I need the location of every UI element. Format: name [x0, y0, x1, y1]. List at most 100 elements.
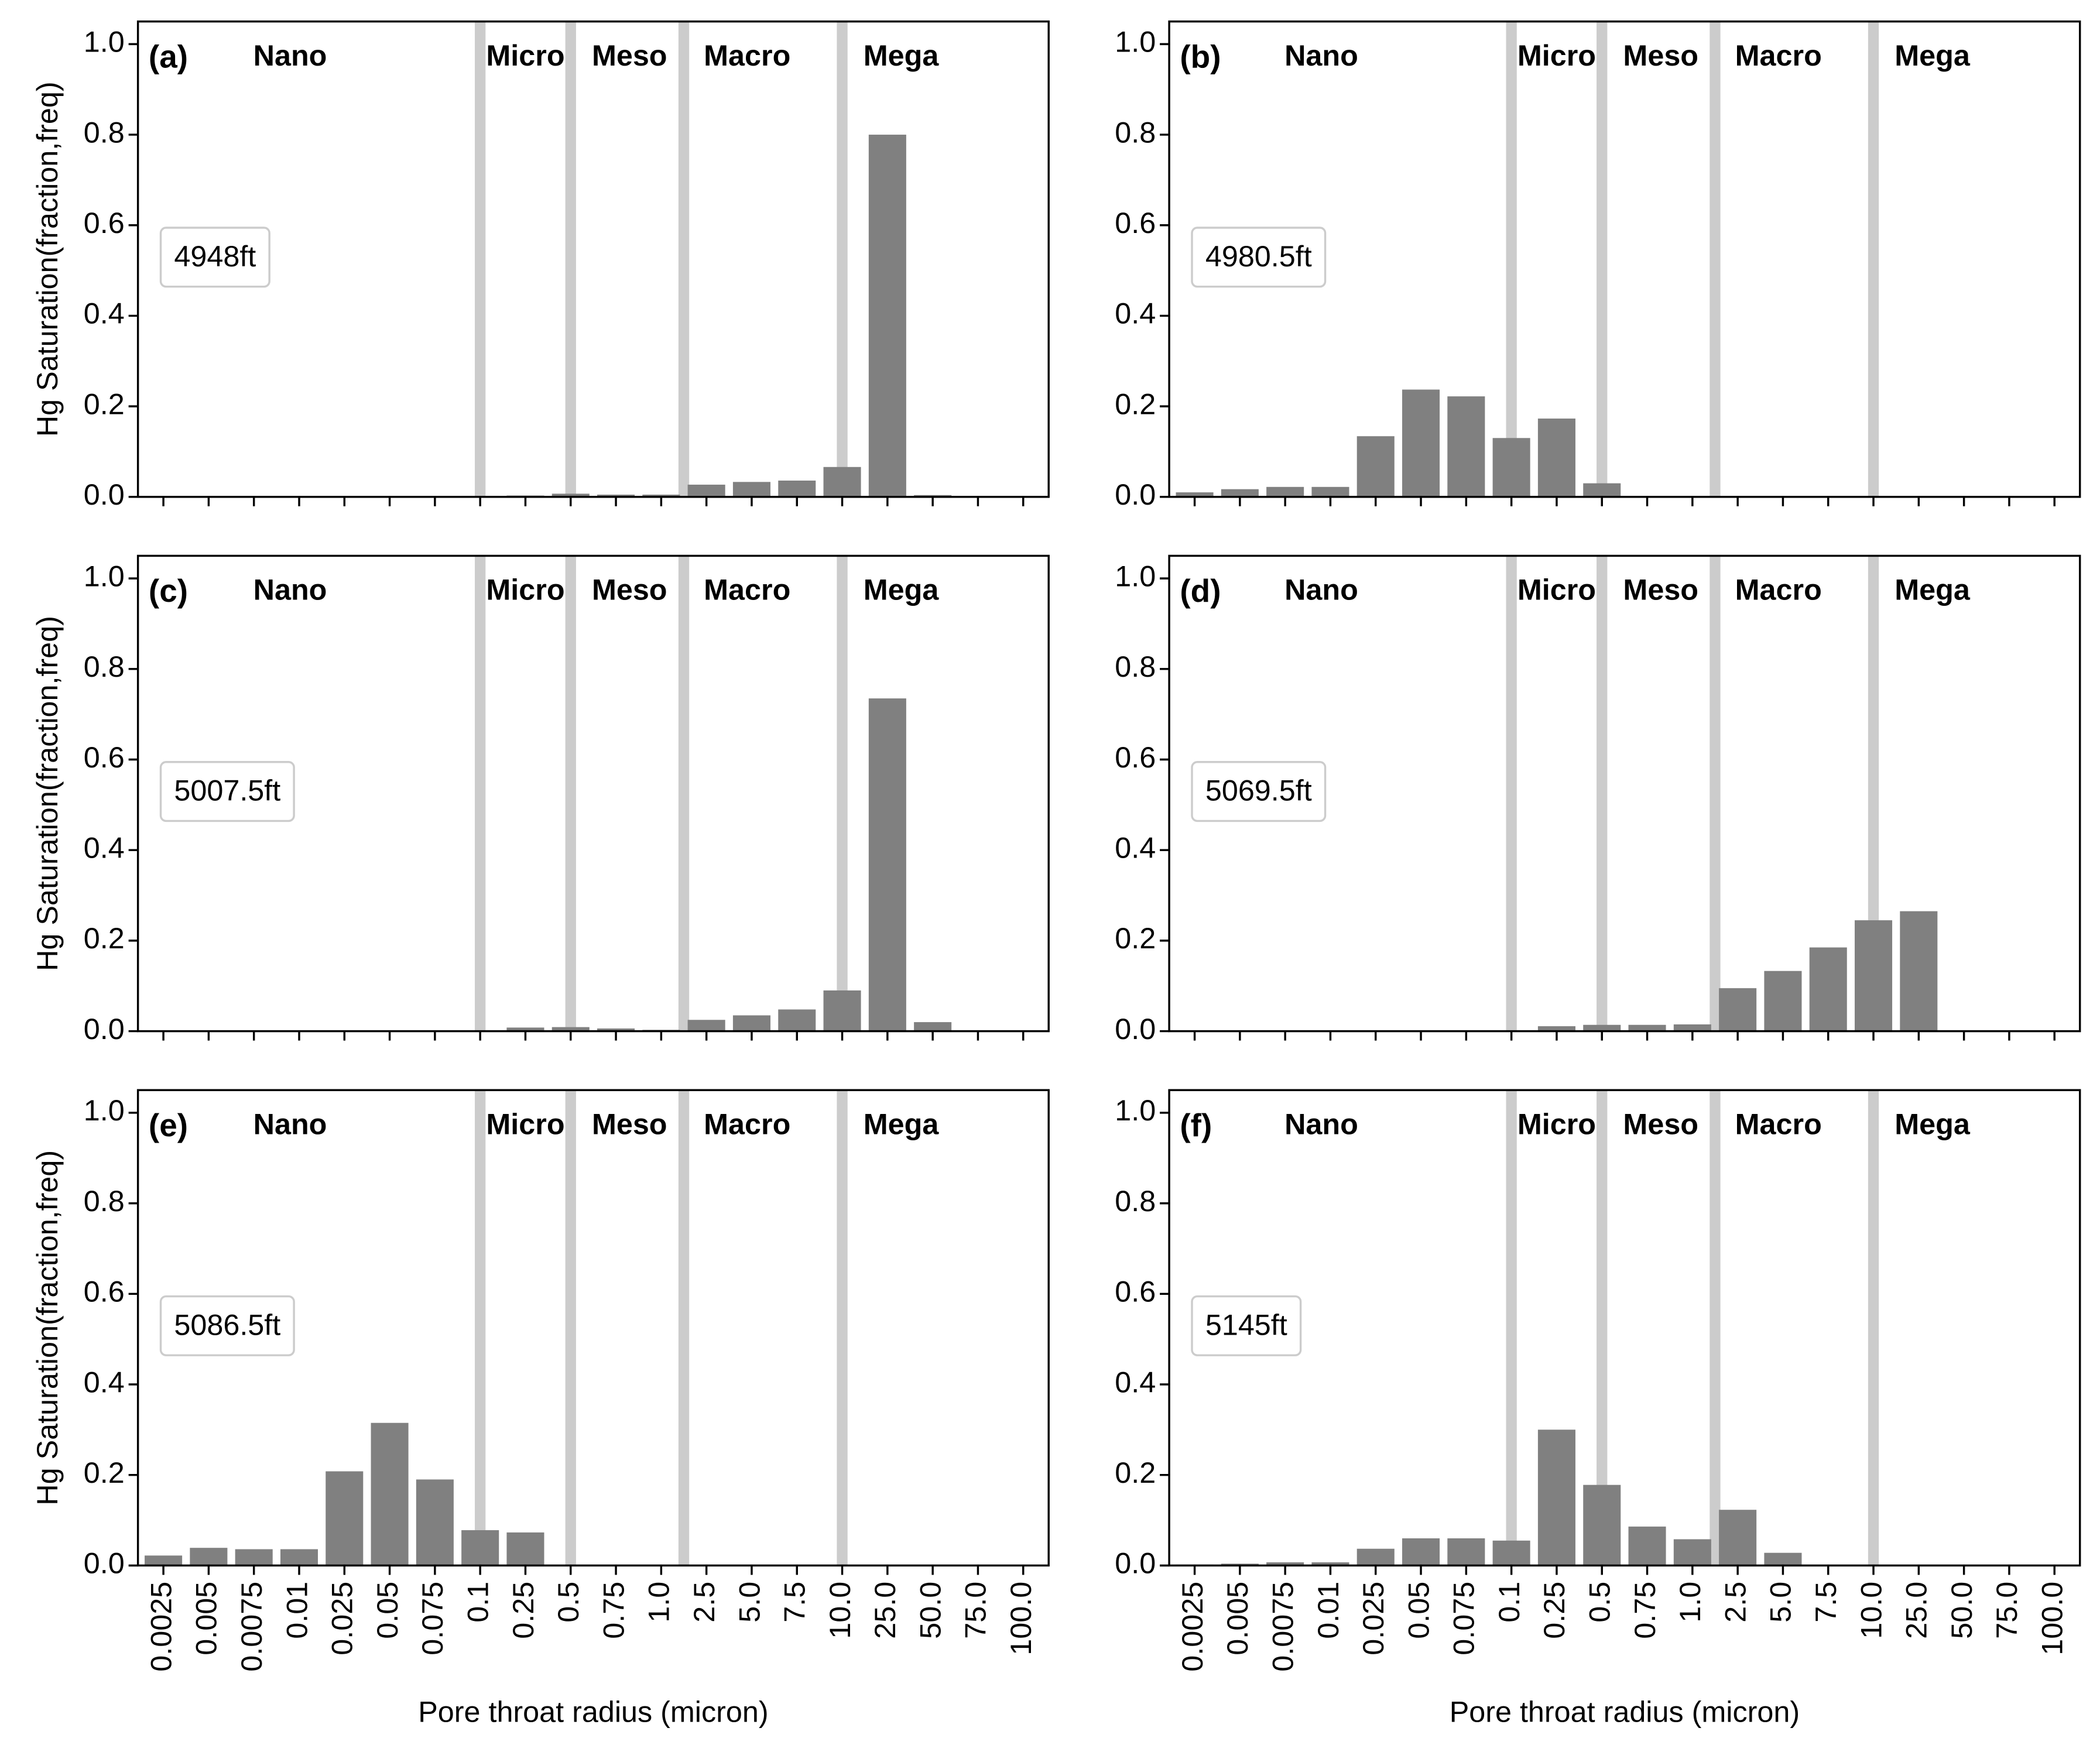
- bar: [1537, 1429, 1575, 1566]
- bar: [1447, 1538, 1485, 1566]
- annotation-text: 4948ft: [174, 239, 256, 273]
- y-tick-label: 0.2: [84, 1456, 125, 1489]
- bar: [235, 1549, 273, 1566]
- region-boundary: [1506, 556, 1517, 1031]
- annotation-text: 5086.5ft: [174, 1308, 280, 1341]
- x-tick-label: 10.0: [823, 1582, 857, 1639]
- plot-frame: [1168, 1089, 2081, 1567]
- y-tick-label: 0.0: [1115, 478, 1156, 511]
- annotation-box: [1191, 1295, 1302, 1356]
- y-tick-label: 0.6: [1115, 206, 1156, 239]
- y-tick-label: 0.8: [1115, 650, 1156, 683]
- bar: [868, 135, 906, 497]
- x-tick-label: 25.0: [868, 1582, 902, 1639]
- region-boundary: [1597, 21, 1608, 497]
- x-tick-label: 0.005: [1221, 1582, 1254, 1655]
- x-tick-label: 0.005: [190, 1582, 223, 1655]
- region-boundary: [1710, 556, 1721, 1031]
- bar: [732, 1015, 770, 1031]
- panel-label: (c): [149, 572, 188, 609]
- annotation: 4980.5ft: [1191, 227, 1327, 288]
- region-boundary: [475, 21, 486, 497]
- region-boundary: [475, 556, 486, 1031]
- region-label: Nano: [1284, 1107, 1358, 1140]
- region-label: Micro: [1517, 1107, 1596, 1140]
- y-tick-label: 1.0: [84, 559, 125, 592]
- y-tick-label: 0.2: [1115, 921, 1156, 955]
- bar: [551, 1027, 590, 1031]
- y-tick-label: 0.8: [84, 115, 125, 149]
- region-label: Macro: [1735, 39, 1822, 72]
- bar: [190, 1548, 228, 1566]
- region-boundary: [1710, 1090, 1721, 1566]
- x-tick-label: 0.75: [597, 1582, 630, 1639]
- region-boundary: [1506, 1090, 1517, 1566]
- bar: [1537, 419, 1575, 497]
- bar: [1311, 486, 1349, 497]
- x-tick-label: 0.025: [326, 1582, 359, 1655]
- region-boundary: [565, 21, 576, 497]
- bar: [506, 1532, 544, 1566]
- x-tick-label: 0.05: [1402, 1582, 1435, 1639]
- bar: [1764, 1552, 1802, 1566]
- region-label: Nano: [1284, 573, 1358, 606]
- bar: [1356, 436, 1395, 497]
- bar: [687, 484, 725, 497]
- x-tick-label: 75.0: [959, 1582, 992, 1639]
- bar: [1764, 971, 1802, 1031]
- region-label: Macro: [704, 1107, 790, 1140]
- x-tick-label: 0.25: [1537, 1582, 1571, 1639]
- y-tick-label: 1.0: [84, 1093, 125, 1127]
- region-label: Macro: [1735, 1107, 1822, 1140]
- y-tick-label: 1.0: [84, 25, 125, 59]
- panel-label: (f): [1180, 1107, 1212, 1143]
- x-tick-label: 100.0: [2036, 1582, 2069, 1655]
- panel-label: (b): [1180, 38, 1221, 74]
- x-tick-label: 0.1: [1492, 1582, 1526, 1623]
- region-label: Micro: [1517, 573, 1596, 606]
- panel-label: (d): [1180, 572, 1221, 609]
- y-tick-label: 0.8: [1115, 115, 1156, 149]
- region-label: Mega: [864, 1107, 940, 1140]
- bar: [778, 480, 816, 497]
- bar: [1809, 947, 1847, 1031]
- x-tick-label: 50.0: [913, 1582, 947, 1639]
- y-tick-label: 0.6: [1115, 740, 1156, 774]
- bar: [1311, 1562, 1349, 1566]
- annotation: 5086.5ft: [159, 1295, 295, 1356]
- x-tick-label: 0.5: [551, 1582, 585, 1623]
- bar: [1266, 1562, 1304, 1566]
- bar: [1900, 911, 1938, 1031]
- x-tick-label: 0.01: [1311, 1582, 1345, 1639]
- x-tick-label: 1.0: [642, 1582, 676, 1623]
- region-boundary: [678, 1090, 690, 1566]
- region-boundary: [1868, 1090, 1879, 1566]
- panel-label: (e): [149, 1107, 188, 1143]
- y-tick-label: 0.6: [84, 206, 125, 239]
- annotation-box: [1191, 761, 1327, 822]
- y-tick-label: 0.2: [84, 387, 125, 420]
- x-tick-label: 0.075: [416, 1582, 449, 1655]
- region-label: Meso: [592, 1107, 667, 1140]
- bar: [1628, 1526, 1666, 1566]
- region-label: Micro: [1517, 39, 1596, 72]
- bar: [1628, 1024, 1666, 1031]
- region-boundary: [837, 1090, 848, 1566]
- x-tick-label: 100.0: [1004, 1582, 1037, 1655]
- annotation-text: 5145ft: [1205, 1308, 1287, 1341]
- y-tick-label: 0.8: [1115, 1184, 1156, 1218]
- y-tick-label: 1.0: [1115, 1093, 1156, 1127]
- region-label: Meso: [592, 573, 667, 606]
- x-tick-label: 0.0025: [144, 1582, 177, 1672]
- x-tick-label: 0.0075: [1266, 1582, 1299, 1672]
- bar: [597, 494, 635, 497]
- region-boundary: [1868, 556, 1879, 1031]
- plot-frame: [136, 554, 1050, 1033]
- region-label: Nano: [253, 573, 327, 606]
- bar: [1673, 1539, 1711, 1566]
- y-axis-label: Hg Saturation(fraction,freq): [30, 81, 64, 437]
- x-tick-label: 0.075: [1447, 1582, 1481, 1655]
- region-boundary: [1868, 21, 1879, 497]
- annotation-text: 5007.5ft: [174, 774, 280, 807]
- annotation-box: [159, 761, 295, 822]
